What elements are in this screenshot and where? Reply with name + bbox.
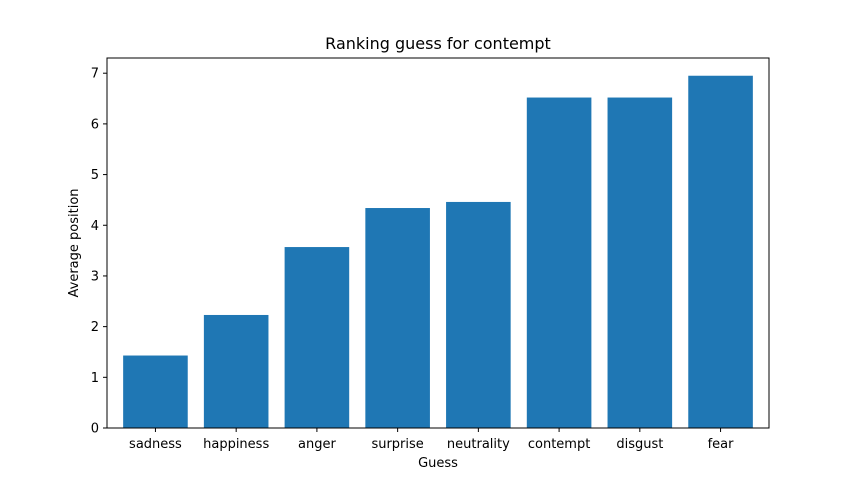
y-tick-label: 4 — [91, 219, 99, 234]
chart-title: Ranking guess for contempt — [325, 34, 551, 53]
x-axis-ticks: sadness happiness anger surprise neutrality c… — [129, 428, 734, 452]
y-tick-label: 5 — [91, 168, 99, 183]
x-tick-label-neutrality: neutrality — [447, 437, 510, 452]
y-axis-label: Average position — [67, 188, 82, 297]
x-tick-label-surprise: surprise — [371, 437, 423, 452]
plot-frame — [106, 57, 770, 429]
y-tick-label: 2 — [91, 320, 99, 335]
bar-happiness — [203, 314, 269, 428]
bar-sadness — [123, 355, 188, 428]
y-tick-label: 0 — [91, 422, 99, 437]
y-tick-label: 1 — [91, 371, 99, 386]
x-tick-label-contempt: contempt — [528, 437, 590, 452]
x-tick-label-sadness: sadness — [129, 437, 182, 452]
bar-disgust — [607, 97, 673, 429]
x-tick-label-fear: fear — [708, 437, 735, 452]
y-tick-label: 6 — [91, 117, 99, 132]
y-tick-label: 7 — [91, 67, 99, 82]
x-tick-label-anger: anger — [298, 437, 336, 452]
y-axis-ticks: 0 1 2 3 4 5 6 7 — [91, 67, 107, 437]
x-axis-label: Guess — [418, 456, 458, 471]
bar-anger — [284, 247, 350, 428]
bar-surprise — [365, 208, 430, 428]
bars-group — [123, 75, 753, 429]
bar-contempt — [526, 97, 592, 429]
x-tick-label-happiness: happiness — [203, 437, 269, 452]
x-tick-label-disgust: disgust — [616, 437, 663, 452]
y-tick-label: 3 — [91, 269, 99, 284]
bar-fear — [688, 75, 753, 429]
bar-neutrality — [446, 201, 511, 428]
